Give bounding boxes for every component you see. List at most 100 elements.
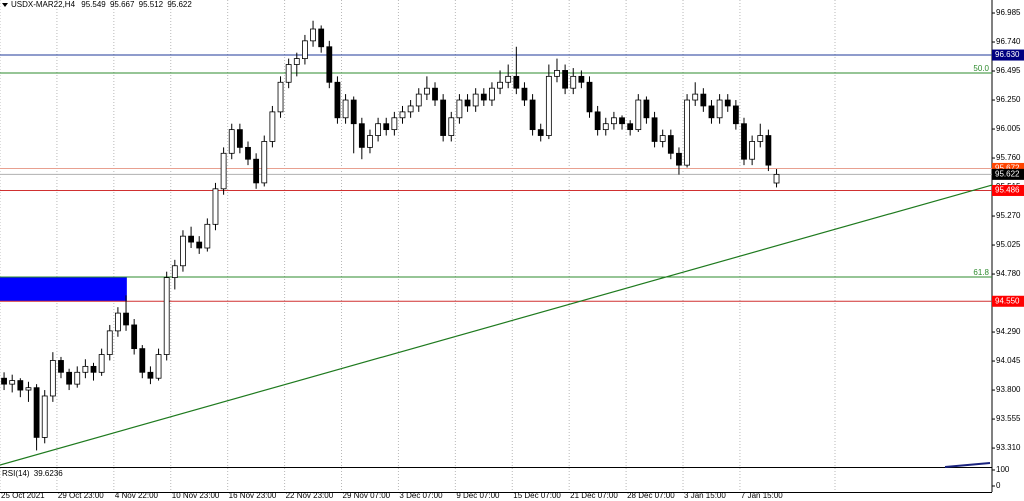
rsi-object xyxy=(944,462,991,468)
candle-body xyxy=(98,354,105,373)
candle-body xyxy=(17,380,24,391)
price-box xyxy=(992,168,1024,180)
candle-body xyxy=(82,365,89,373)
price-box-label: 95.486 xyxy=(995,186,1020,195)
candle-body xyxy=(334,81,341,119)
x-tick-label: 28 Dec 07:00 xyxy=(627,491,675,500)
candle-body xyxy=(472,93,479,107)
candle-body xyxy=(318,28,325,48)
y-tick-label: 93.310 xyxy=(996,443,1021,452)
candle-body xyxy=(521,87,528,101)
high: 95.667 xyxy=(110,0,135,9)
candle-body xyxy=(261,141,268,184)
close: 95.622 xyxy=(167,0,192,9)
candle-body xyxy=(155,354,162,379)
candle-body xyxy=(537,129,544,136)
candle-body xyxy=(367,135,373,148)
x-tick-label: 15 Dec 07:00 xyxy=(513,491,561,500)
x-tick-label: 22 Nov 23:00 xyxy=(286,491,334,500)
candle-body xyxy=(448,117,455,136)
y-tick-label: 93.555 xyxy=(996,414,1021,423)
x-tick-label: 9 Dec 07:00 xyxy=(456,491,500,500)
candle-body xyxy=(732,105,739,125)
candle-body xyxy=(180,235,186,267)
candle-body xyxy=(49,360,56,397)
y-tick-label: 94.045 xyxy=(996,356,1021,365)
candle-body xyxy=(90,365,97,373)
x-tick-label: 7 Jan 15:00 xyxy=(741,491,783,500)
y-tick-label: 96.985 xyxy=(996,8,1021,17)
candle-body xyxy=(749,141,756,160)
rsi-tick-label: 0 xyxy=(996,481,1001,490)
candle-body xyxy=(171,265,178,278)
price-box xyxy=(992,162,1024,174)
symbol: USDX-MAR22,H4 xyxy=(11,0,76,9)
candle-body xyxy=(554,70,560,77)
open: 95.549 xyxy=(81,0,106,9)
candle-body xyxy=(147,371,154,379)
price-box xyxy=(992,49,1024,61)
candle-body xyxy=(716,99,723,119)
candle-body xyxy=(188,235,194,243)
candle-body xyxy=(765,135,772,166)
x-tick-label: 25 Oct 2021 xyxy=(1,491,45,500)
candle-body xyxy=(440,99,447,136)
menu-arrow[interactable] xyxy=(2,3,8,7)
candle-body xyxy=(578,75,585,83)
rsi-header: RSI(14) 39.6236 xyxy=(2,469,63,478)
candle-body xyxy=(594,111,601,131)
candle-body xyxy=(667,135,674,154)
candle-body xyxy=(505,75,512,83)
candle-body xyxy=(635,99,642,131)
zone-rectangle xyxy=(0,277,127,302)
candle-body xyxy=(611,117,617,125)
y-tick-label: 95.270 xyxy=(996,211,1021,220)
price-box-label: 96.630 xyxy=(995,50,1020,59)
candle-body xyxy=(236,129,243,148)
y-tick-label: 96.495 xyxy=(996,66,1021,75)
candle-body xyxy=(123,312,129,326)
y-tick-label: 96.250 xyxy=(996,95,1021,104)
x-tick-label: 3 Jan 15:00 xyxy=(684,491,726,500)
candle-body xyxy=(25,387,32,391)
candle-body xyxy=(708,105,715,119)
candle-body xyxy=(302,40,308,59)
candle-body xyxy=(773,173,780,184)
candle-body xyxy=(41,395,48,438)
candle-body xyxy=(391,117,398,131)
y-tick-label: 95.025 xyxy=(996,240,1021,249)
candle-body xyxy=(456,99,463,119)
candle-body xyxy=(204,223,211,249)
candle-body xyxy=(253,158,260,184)
y-tick-label: 96.740 xyxy=(996,37,1021,46)
candle-body xyxy=(106,330,113,355)
candle-body xyxy=(497,81,503,89)
candle-body xyxy=(757,135,764,142)
candle-body xyxy=(277,81,284,113)
candle-body xyxy=(619,117,625,125)
candle-body xyxy=(676,152,682,166)
level-text: 61.8 xyxy=(973,268,989,277)
candle-body xyxy=(350,99,357,125)
candle-body xyxy=(692,93,699,101)
x-tick-label: 3 Dec 07:00 xyxy=(399,491,443,500)
candle-body xyxy=(220,152,227,190)
candle-body xyxy=(9,380,16,385)
price-box xyxy=(992,184,1024,196)
candle-body xyxy=(562,70,569,89)
level-text: 50.0 xyxy=(973,64,989,73)
candle-body xyxy=(383,123,390,131)
candle-body xyxy=(139,348,146,373)
candle-body xyxy=(66,371,73,385)
candle-body xyxy=(58,360,64,373)
rsi-tick-label: 100 xyxy=(996,465,1010,474)
x-tick-label: 29 Oct 23:00 xyxy=(58,491,104,500)
candle-body xyxy=(326,46,333,83)
price-box-label: 94.550 xyxy=(995,296,1020,305)
rsi-value: 39.6236 xyxy=(34,469,63,478)
candle-body xyxy=(163,277,170,355)
candle-body xyxy=(724,99,731,107)
candle-body xyxy=(602,123,609,131)
y-tick-label: 95.760 xyxy=(996,153,1021,162)
